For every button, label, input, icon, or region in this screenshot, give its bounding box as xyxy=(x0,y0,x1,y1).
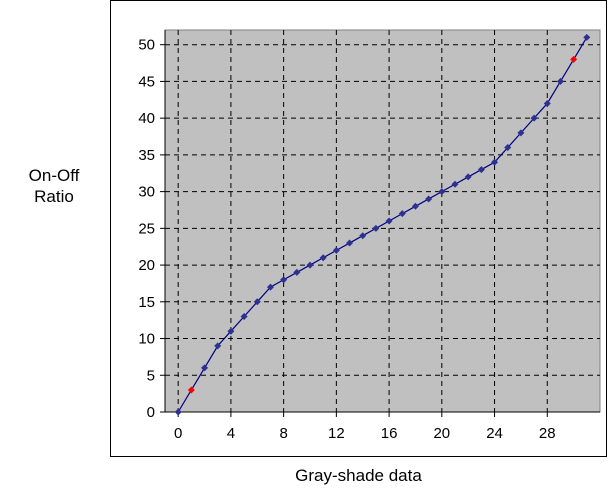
highlighted-data-point xyxy=(570,55,578,63)
x-tick-label: 12 xyxy=(328,425,345,442)
data-point xyxy=(530,114,538,122)
data-point xyxy=(451,180,459,188)
x-tick-label: 24 xyxy=(486,425,503,442)
y-tick-label: 25 xyxy=(138,220,155,237)
data-point xyxy=(556,77,564,85)
data-point xyxy=(227,327,235,335)
data-point xyxy=(240,313,248,320)
data-point xyxy=(319,254,327,262)
data-point xyxy=(359,232,367,240)
y-tick-label: 20 xyxy=(138,257,155,274)
y-tick-label: 30 xyxy=(138,184,155,201)
x-tick-label: 0 xyxy=(174,425,182,442)
data-point xyxy=(385,217,393,225)
y-tick-label: 10 xyxy=(138,331,155,348)
data-point xyxy=(266,283,274,291)
data-point xyxy=(411,202,419,210)
series-line xyxy=(177,37,588,413)
y-axis-label-line-1: On-Off xyxy=(28,166,80,185)
data-point xyxy=(477,166,485,174)
x-tick-label: 16 xyxy=(381,425,398,442)
data-point xyxy=(517,129,525,137)
data-point xyxy=(280,276,288,284)
y-tick-label: 35 xyxy=(138,147,155,164)
y-tick-label: 40 xyxy=(138,110,155,127)
data-point xyxy=(425,195,433,203)
data-point xyxy=(504,144,512,152)
y-tick-label: 5 xyxy=(147,367,155,384)
data-point xyxy=(464,173,472,181)
highlighted-data-point xyxy=(187,386,195,394)
data-point xyxy=(332,246,340,254)
x-tick-label: 8 xyxy=(279,425,287,442)
data-point xyxy=(372,224,380,232)
y-tick-label: 15 xyxy=(138,294,155,311)
y-axis-label-line-2: Ratio xyxy=(34,187,74,206)
data-point xyxy=(543,99,551,107)
data-point xyxy=(174,408,182,416)
x-tick-label: 28 xyxy=(539,425,556,442)
x-tick-label: 20 xyxy=(433,425,450,442)
data-point xyxy=(201,364,209,372)
data-point xyxy=(491,158,499,166)
data-point xyxy=(398,210,406,218)
y-tick-label: 50 xyxy=(138,37,155,54)
plot-area xyxy=(164,29,601,413)
data-point xyxy=(214,342,222,350)
data-point xyxy=(346,239,354,247)
data-point xyxy=(253,298,261,306)
x-tick-label: 4 xyxy=(227,425,235,442)
data-point xyxy=(583,33,591,41)
y-tick-label: 0 xyxy=(147,404,155,421)
x-axis-label: Gray-shade data xyxy=(295,466,422,485)
y-axis-label: On-Off Ratio xyxy=(8,165,100,207)
data-point xyxy=(438,188,446,196)
data-point xyxy=(293,268,301,276)
data-point xyxy=(306,261,314,269)
y-tick-label: 45 xyxy=(138,73,155,90)
